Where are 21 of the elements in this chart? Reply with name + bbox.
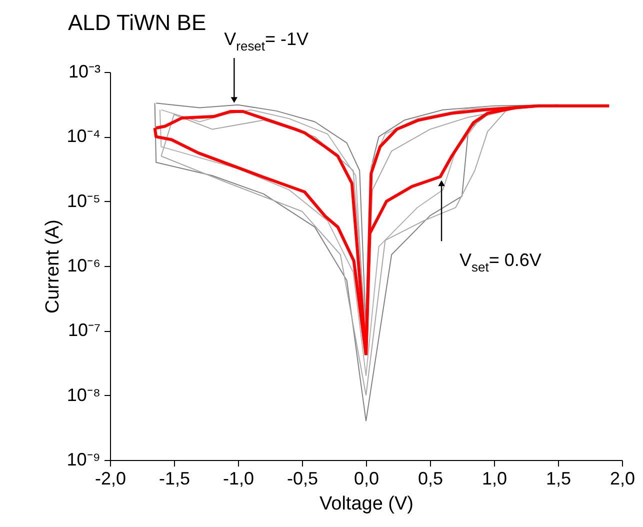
- y-tick-label: 10⁻⁴: [66, 126, 100, 146]
- x-tick-label: 2,0: [610, 468, 636, 488]
- x-tick-label: -1,0: [222, 468, 254, 488]
- x-tick-label: -2,0: [94, 468, 126, 488]
- y-tick-label: 10⁻⁵: [67, 190, 100, 211]
- x-tick-label: 1,5: [546, 468, 572, 488]
- x-tick-label: -0,5: [286, 468, 318, 488]
- x-tick-label: 1,0: [482, 468, 508, 488]
- y-axis-title: Current (A): [42, 220, 64, 314]
- annotation: V$_{reset}$= -1V: [224, 29, 309, 54]
- y-tick-label: 10⁻⁹: [66, 450, 100, 470]
- chart-title: ALD TiWN BE: [68, 10, 206, 35]
- y-tick-label: 10⁻⁶: [67, 256, 100, 276]
- y-tick-label: 10⁻³: [68, 62, 101, 82]
- y-tick-label: 10⁻⁷: [68, 320, 100, 340]
- x-tick-label: -1,5: [158, 468, 190, 488]
- y-tick-label: 10⁻⁸: [66, 384, 100, 405]
- x-axis-title: Voltage (V): [320, 494, 414, 514]
- annotation: V$_{set}$= 0.6V: [460, 250, 542, 275]
- x-tick-label: 0,5: [418, 468, 444, 488]
- x-tick-label: 0,0: [354, 468, 380, 488]
